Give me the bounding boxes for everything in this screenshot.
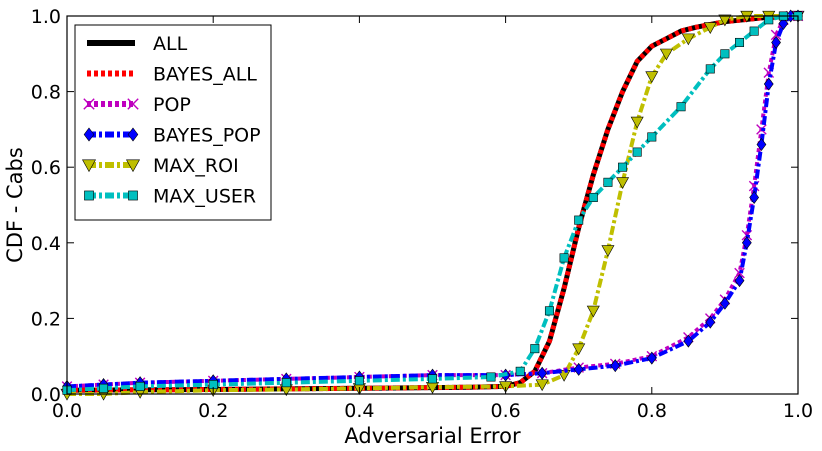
data-point xyxy=(99,383,109,393)
series-max-user xyxy=(62,11,803,395)
data-point xyxy=(756,138,767,152)
data-point xyxy=(427,374,437,384)
data-point xyxy=(763,77,774,91)
x-tick-label: 0.0 xyxy=(52,400,82,422)
data-point xyxy=(616,177,630,189)
data-point xyxy=(764,15,774,25)
series-bayes-pop xyxy=(62,9,803,393)
y-tick-label: 0.4 xyxy=(31,233,61,255)
x-tick-label: 1.0 xyxy=(783,400,813,422)
data-point xyxy=(778,17,789,31)
legend-marker xyxy=(127,98,139,110)
x-tick-label: 0.8 xyxy=(637,400,667,422)
data-point xyxy=(646,351,657,365)
plot-marks xyxy=(60,9,805,401)
legend-label: MAX_USER xyxy=(153,186,256,208)
x-tick-label: 0.2 xyxy=(198,400,228,422)
axis-ticks: 0.0 0.2 0.4 0.6 0.8 1.0 0.0 0.2 0.4 0.6 0.8 1.0 xyxy=(31,6,813,422)
legend-entry: POP xyxy=(83,94,191,116)
data-point xyxy=(645,71,659,84)
data-point xyxy=(734,267,745,279)
x-axis-label: Adversarial Error xyxy=(344,424,521,448)
legend-marker xyxy=(127,127,139,142)
legend-label: BAYES_ALL xyxy=(153,64,257,86)
data-point xyxy=(734,274,745,288)
data-point xyxy=(705,315,716,329)
data-point xyxy=(572,343,586,356)
data-point xyxy=(603,177,613,187)
data-point xyxy=(515,366,525,376)
plot-frame xyxy=(66,15,799,395)
y-tick-label: 1.0 xyxy=(31,6,61,28)
legend-entry: MAX_ROI xyxy=(81,155,239,177)
data-point xyxy=(676,102,686,112)
data-point xyxy=(544,306,554,316)
data-point xyxy=(659,48,673,61)
legend-marker xyxy=(81,159,97,173)
data-point xyxy=(749,190,760,204)
legend: ALL BAYES_ALL POP BAYES_POP MAX_ROI MAX_USER xyxy=(74,24,272,221)
data-point xyxy=(530,344,540,354)
data-point xyxy=(610,359,621,373)
legend-entry: ALL xyxy=(87,33,188,55)
data-point xyxy=(486,372,496,382)
data-point xyxy=(630,116,644,129)
data-point xyxy=(703,22,717,34)
legend-marker xyxy=(83,127,95,142)
data-point xyxy=(601,245,615,257)
legend-label: POP xyxy=(153,94,191,116)
legend-entry: BAYES_POP xyxy=(83,125,261,147)
legend-label: ALL xyxy=(153,33,188,55)
legend-box xyxy=(74,24,272,221)
y-tick-label: 0.6 xyxy=(31,157,61,179)
data-point xyxy=(718,14,732,27)
data-point xyxy=(537,366,548,380)
y-tick-label: 0.0 xyxy=(31,384,61,406)
data-point xyxy=(281,378,291,388)
y-tick-label: 0.2 xyxy=(31,308,61,330)
legend-marker xyxy=(125,159,141,173)
data-point xyxy=(535,379,549,392)
y-tick-label: 0.8 xyxy=(31,82,61,104)
data-point xyxy=(705,64,715,74)
x-tick-label: 0.4 xyxy=(344,400,374,422)
data-point xyxy=(771,35,781,49)
data-point xyxy=(135,381,145,391)
legend-marker xyxy=(83,98,95,110)
data-point xyxy=(749,26,759,36)
legend-entry: BAYES_ALL xyxy=(87,64,257,86)
data-point xyxy=(720,49,730,59)
legend-marker xyxy=(84,190,94,201)
data-point xyxy=(573,362,584,376)
data-point xyxy=(741,236,752,250)
y-axis-label: CDF - Cabs xyxy=(3,147,27,263)
data-point xyxy=(618,162,628,172)
data-point xyxy=(681,33,695,46)
legend-entry: MAX_USER xyxy=(84,186,256,208)
legend-marker xyxy=(128,190,138,201)
data-point xyxy=(559,253,569,263)
data-point xyxy=(588,192,598,202)
data-point xyxy=(720,296,730,310)
legend-label: MAX_ROI xyxy=(153,155,239,177)
data-point xyxy=(632,147,642,157)
series-line xyxy=(66,14,798,389)
data-point xyxy=(683,334,694,348)
x-tick-label: 0.6 xyxy=(490,400,520,422)
data-point xyxy=(647,132,657,142)
data-point xyxy=(586,305,600,318)
data-point xyxy=(574,215,584,225)
legend-label: BAYES_POP xyxy=(153,125,261,147)
data-point xyxy=(735,37,745,47)
data-point xyxy=(354,376,364,386)
